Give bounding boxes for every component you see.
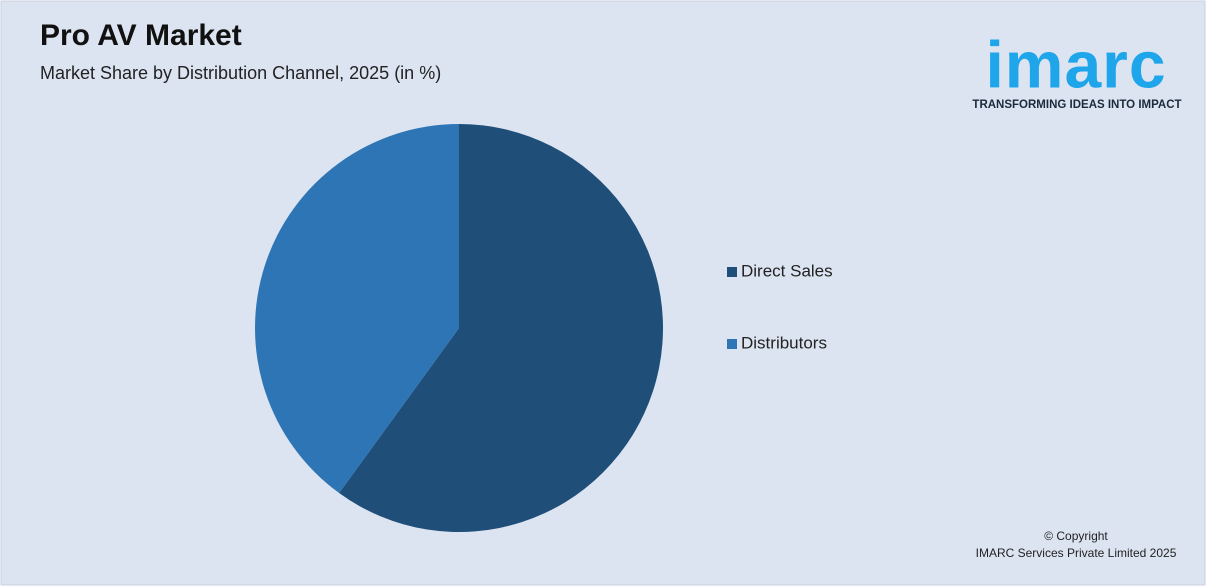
chart-subtitle: Market Share by Distribution Channel, 20… (40, 63, 441, 83)
legend-label: Distributors (741, 333, 827, 352)
logo: imarc (985, 27, 1166, 101)
pie-slice (255, 124, 459, 494)
copyright: IMARC Services Private Limited 2025 (976, 546, 1177, 560)
pie-slice (339, 124, 664, 532)
legend-swatch (727, 339, 737, 349)
logo-tagline: TRANSFORMING IDEAS INTO IMPACT (972, 99, 1181, 111)
copyright: © Copyright (1044, 529, 1108, 543)
legend-swatch (727, 267, 737, 277)
chart-title: Pro AV Market (40, 19, 242, 52)
legend-label: Direct Sales (741, 261, 833, 280)
pie (255, 124, 664, 532)
legend: Direct Sales Distributors (727, 261, 833, 352)
